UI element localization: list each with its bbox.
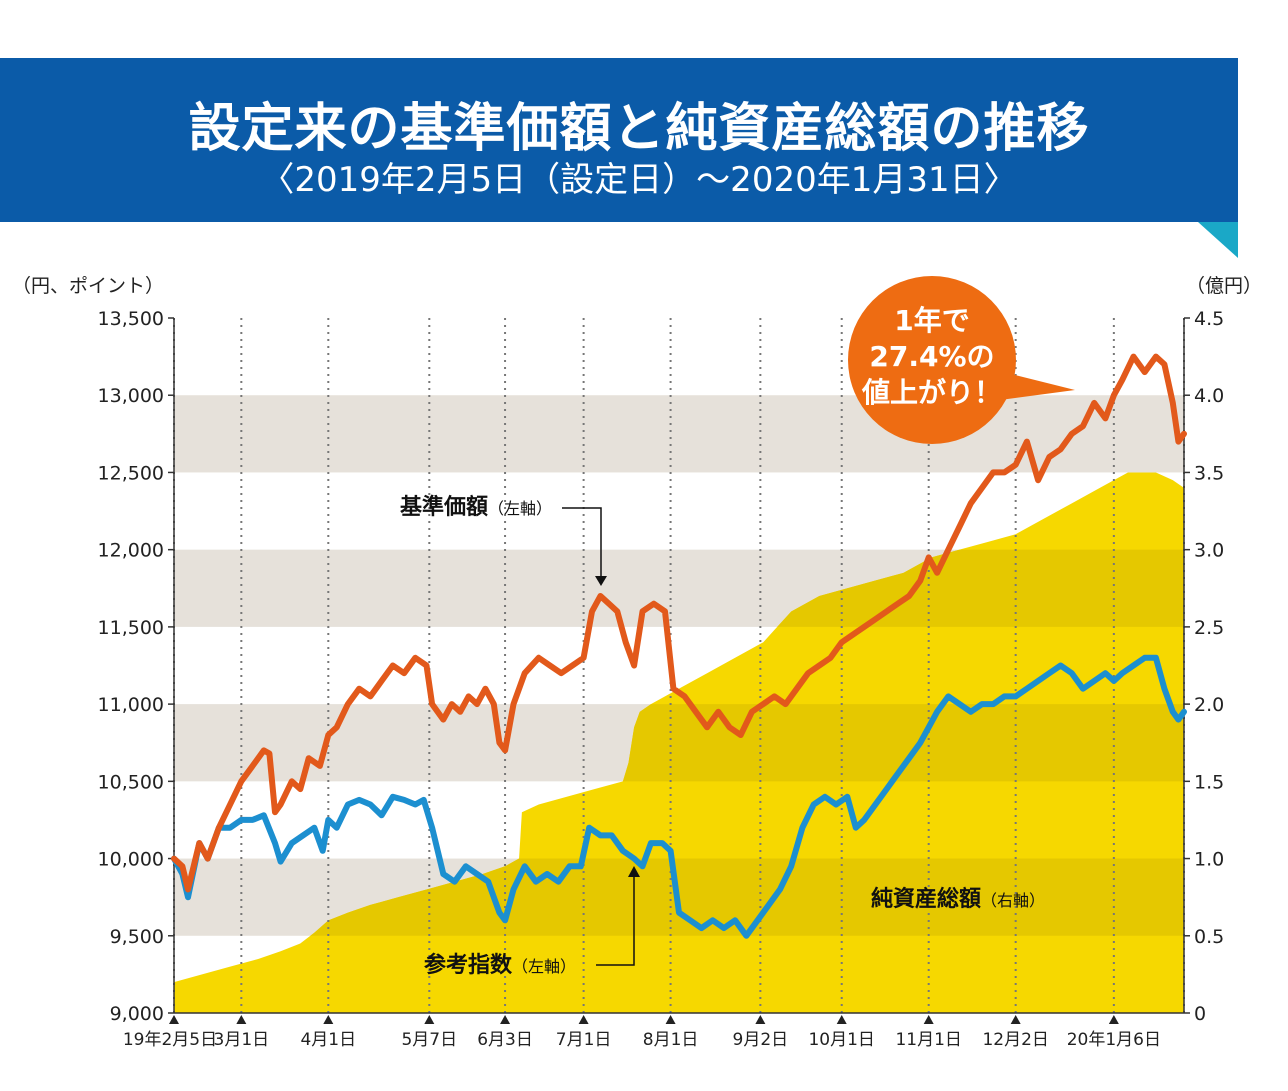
callout-text-line: 27.4%の (869, 340, 994, 373)
x-tick-marker (323, 1015, 334, 1024)
x-tick-label: 11月1日 (895, 1030, 961, 1050)
callout-text-line: 1年で (894, 304, 969, 337)
y-tick-label-left: 11,500 (98, 617, 164, 639)
y-tick-label-left: 12,500 (98, 462, 164, 484)
index-leader-arrow (628, 866, 640, 877)
y-tick-label-right: 3.0 (1194, 540, 1224, 562)
series-lines (171, 353, 1187, 939)
assets-series-label: 純資産総額（右軸） (871, 886, 1045, 912)
assets-series-label-axis-note: （右軸） (981, 891, 1045, 910)
x-tick-label: 4月1日 (300, 1030, 356, 1050)
y-tick-label-right: 0.5 (1194, 926, 1224, 948)
x-tick-label: 7月1日 (556, 1030, 612, 1050)
x-tick-marker (665, 1015, 676, 1024)
banner-accent (1198, 222, 1238, 258)
x-tick-label: 6月3日 (477, 1030, 533, 1050)
chart-subtitle: 〈2019年2月5日（設定日）〜2020年1月31日〉 (260, 160, 1018, 200)
x-tick-marker (169, 1015, 179, 1024)
x-tick-label: 10月1日 (808, 1030, 874, 1050)
y-axis-right-unit: （億円） (1186, 275, 1262, 297)
y-tick-label-right: 1.5 (1194, 771, 1224, 793)
nav-series-label-axis-note: （左軸） (488, 499, 552, 518)
x-tick-marker (755, 1015, 766, 1024)
y-tick-label-left: 13,500 (98, 308, 164, 330)
y-tick-label-left: 9,500 (110, 926, 164, 948)
y-tick-label-right: 0 (1194, 1003, 1206, 1025)
net-assets-area-shade (174, 472, 1184, 936)
callout-pointer (995, 370, 1075, 400)
callout-circle (848, 276, 1016, 444)
net-assets-area (174, 472, 1184, 1013)
x-tick-label: 5月7日 (401, 1030, 457, 1050)
series-labels: 基準価額（左軸）参考指数（左軸）純資産総額（右軸） (400, 494, 1045, 978)
y-tick-label-right: 2.5 (1194, 617, 1224, 639)
assets-series-label-text: 純資産総額 (871, 886, 981, 912)
x-tick-label: 12月2日 (982, 1030, 1048, 1050)
index-leader-line (596, 875, 635, 966)
index-series-label: 参考指数（左軸） (424, 952, 576, 978)
x-tick-marker (1010, 1015, 1021, 1024)
y-tick-label-left: 13,000 (98, 385, 164, 407)
y-tick-label-right: 3.5 (1194, 462, 1224, 484)
x-tick-label: 19年2月5日 (123, 1030, 217, 1050)
x-tick-marker (500, 1015, 511, 1024)
index-line (171, 654, 1187, 939)
x-tick-label: 8月1日 (643, 1030, 699, 1050)
x-tick-label: 3月1日 (214, 1030, 270, 1050)
y-tick-label-left: 10,000 (98, 849, 164, 871)
nav-series-label: 基準価額（左軸） (400, 494, 552, 520)
y-tick-label-left: 12,000 (98, 540, 164, 562)
nav-leader-line (562, 507, 602, 578)
y-tick-label-right: 2.0 (1194, 694, 1224, 716)
x-tick-marker (578, 1015, 589, 1024)
y-axis-left-unit: （円、ポイント） (12, 275, 164, 297)
title-banner (0, 58, 1238, 222)
x-tick-label: 20年1月6日 (1067, 1030, 1161, 1050)
nav-line (171, 353, 1187, 893)
callout-text-line: 値上がり！ (861, 376, 1002, 409)
y-tick-label-right: 4.0 (1194, 385, 1224, 407)
x-tick-marker (923, 1015, 934, 1024)
nav-leader-arrow (595, 576, 607, 586)
index-series-label-axis-note: （左軸） (512, 957, 576, 976)
y-tick-label-left: 11,000 (98, 694, 164, 716)
x-tick-marker (1108, 1015, 1119, 1024)
x-tick-marker (836, 1015, 847, 1024)
x-tick-marker (424, 1015, 435, 1024)
y-tick-label-left: 10,500 (98, 771, 164, 793)
index-series-label-text: 参考指数 (424, 952, 513, 978)
x-tick-label: 9月2日 (733, 1030, 789, 1050)
nav-series-label-text: 基準価額 (400, 494, 488, 520)
x-tick-marker (236, 1015, 247, 1024)
chart-title: 設定来の基準価額と純資産総額の推移 (188, 99, 1090, 159)
y-tick-label-left: 9,000 (110, 1003, 164, 1025)
y-tick-label-right: 4.5 (1194, 308, 1224, 330)
y-tick-label-right: 1.0 (1194, 849, 1224, 871)
